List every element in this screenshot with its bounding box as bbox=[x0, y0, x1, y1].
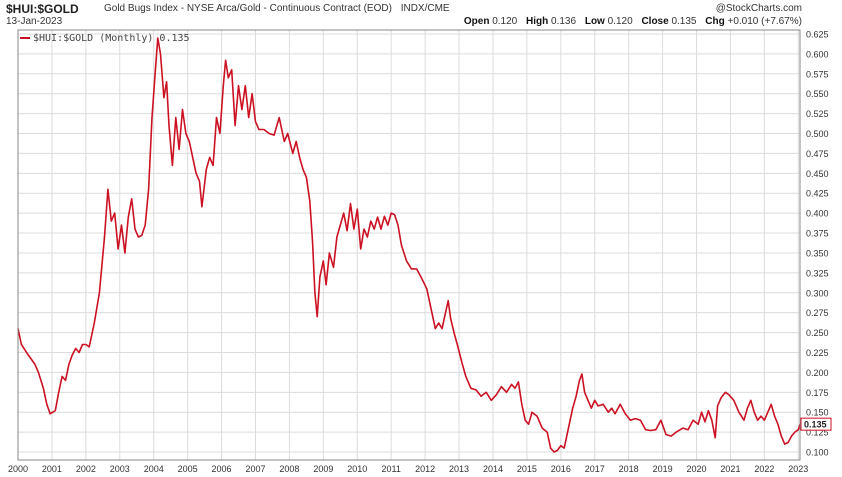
x-tick-label: 2002 bbox=[76, 464, 96, 474]
symbol-title: $HUI:$GOLD bbox=[6, 2, 79, 16]
x-tick-label: 2001 bbox=[42, 464, 62, 474]
y-tick-label: 0.250 bbox=[806, 328, 829, 338]
x-tick-label: 2020 bbox=[687, 464, 707, 474]
ohlc-readout: Open 0.120 High 0.136 Low 0.120 Close 0.… bbox=[458, 16, 802, 27]
x-tick-label: 2008 bbox=[279, 464, 299, 474]
y-tick-label: 0.400 bbox=[806, 209, 829, 219]
x-tick-label: 2006 bbox=[212, 464, 232, 474]
high-value: 0.136 bbox=[551, 16, 577, 27]
y-axis-ticks: 0.100 0.125 0.150 0.175 0.200 0.225 0.250 0.275… bbox=[806, 29, 829, 457]
description-text: Gold Bugs Index - NYSE Arca/Gold - Conti… bbox=[104, 3, 392, 14]
y-tick-label: 0.450 bbox=[806, 169, 829, 179]
y-tick-label: 0.175 bbox=[806, 388, 829, 398]
x-tick-label: 2010 bbox=[347, 464, 367, 474]
y-tick-label: 0.100 bbox=[806, 448, 829, 458]
y-tick-label: 0.475 bbox=[806, 149, 829, 159]
grid-lines bbox=[17, 30, 800, 460]
x-tick-label: 2011 bbox=[382, 464, 401, 474]
open-value: 0.120 bbox=[492, 16, 518, 27]
x-tick-label: 2012 bbox=[415, 464, 435, 474]
y-tick-label: 0.275 bbox=[806, 308, 829, 318]
y-tick-label: 0.375 bbox=[806, 229, 829, 239]
chg-value: +0.010 (+7.67%) bbox=[727, 16, 803, 27]
badge-text: 0.135 bbox=[804, 420, 827, 430]
y-tick-label: 0.575 bbox=[806, 69, 829, 79]
x-tick-label: 2014 bbox=[483, 464, 503, 474]
x-tick-label: 2021 bbox=[720, 464, 740, 474]
legend: $HUI:$GOLD (Monthly) 0.135 bbox=[20, 33, 190, 44]
x-tick-label: 2016 bbox=[551, 464, 571, 474]
y-tick-label: 0.125 bbox=[806, 428, 829, 438]
y-tick-label: 0.600 bbox=[806, 49, 829, 59]
low-label: Low bbox=[584, 16, 605, 27]
x-tick-label: 2007 bbox=[245, 464, 265, 474]
y-tick-label: 0.225 bbox=[806, 348, 829, 358]
low-value: 0.120 bbox=[607, 16, 633, 27]
x-axis-ticks: 2000 2001 2002 2003 2004 2005 2006 2007 2008 2009… bbox=[8, 464, 808, 474]
x-tick-label: 2005 bbox=[178, 464, 198, 474]
y-tick-label: 0.525 bbox=[806, 109, 829, 119]
exchange-text: INDX/CME bbox=[400, 3, 450, 14]
y-tick-label: 0.625 bbox=[806, 29, 829, 39]
x-tick-label: 2023 bbox=[788, 464, 808, 474]
x-tick-label: 2013 bbox=[449, 464, 469, 474]
open-label: Open bbox=[463, 16, 490, 27]
y-tick-label: 0.500 bbox=[806, 129, 829, 139]
symbol-description: Gold Bugs Index - NYSE Arca/Gold - Conti… bbox=[104, 3, 450, 14]
y-tick-label: 0.425 bbox=[806, 189, 829, 199]
last-value-badge: 0.135 bbox=[800, 417, 832, 431]
y-tick-label: 0.550 bbox=[806, 89, 829, 99]
x-tick-label: 2003 bbox=[110, 464, 130, 474]
x-tick-label: 2018 bbox=[619, 464, 639, 474]
stockcharts-watermark[interactable]: @StockCharts.com bbox=[715, 3, 802, 14]
y-tick-label: 0.300 bbox=[806, 288, 829, 298]
x-tick-label: 2019 bbox=[653, 464, 673, 474]
x-tick-label: 2009 bbox=[313, 464, 333, 474]
plot-frame bbox=[17, 29, 801, 461]
chart-date: 13-Jan-2023 bbox=[6, 16, 63, 27]
x-tick-label: 2015 bbox=[517, 464, 537, 474]
y-tick-label: 0.150 bbox=[806, 408, 829, 418]
x-tick-label: 2022 bbox=[754, 464, 774, 474]
series-line bbox=[17, 37, 801, 453]
close-label: Close bbox=[641, 16, 669, 27]
y-tick-label: 0.350 bbox=[806, 248, 829, 258]
close-value: 0.135 bbox=[671, 16, 697, 27]
y-tick-label: 0.325 bbox=[806, 268, 829, 278]
high-label: High bbox=[526, 16, 549, 27]
chart-header: $HUI:$GOLD Gold Bugs Index - NYSE Arca/G… bbox=[0, 0, 842, 32]
x-tick-label: 2004 bbox=[144, 464, 164, 474]
x-tick-label: 2000 bbox=[8, 464, 28, 474]
y-tick-label: 0.200 bbox=[806, 368, 829, 378]
legend-label: $HUI:$GOLD (Monthly) 0.135 bbox=[33, 33, 190, 44]
x-tick-label: 2017 bbox=[585, 464, 605, 474]
badge-box bbox=[800, 417, 832, 431]
chg-label: Chg bbox=[705, 16, 725, 27]
